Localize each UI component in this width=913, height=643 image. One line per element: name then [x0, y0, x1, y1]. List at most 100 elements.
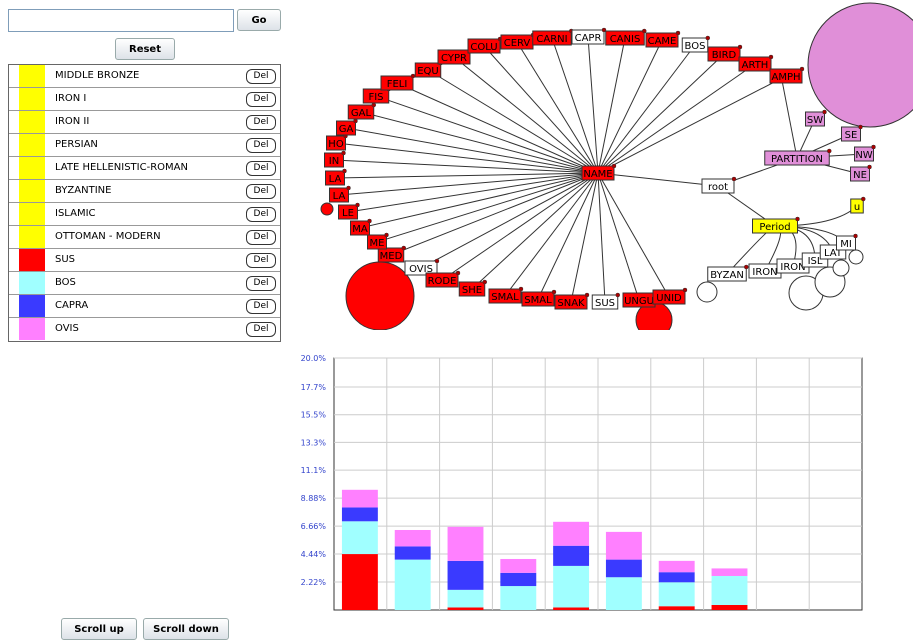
legend-swatch	[19, 295, 45, 317]
tree-node	[591, 294, 619, 310]
tree-node	[605, 30, 645, 46]
bar-segment	[394, 559, 431, 610]
reset-button[interactable]: Reset	[115, 38, 175, 60]
delete-button[interactable]: Del	[246, 322, 276, 337]
edge	[504, 172, 599, 297]
scroll-up-button[interactable]: Scroll up	[61, 618, 137, 640]
tree-node-label: ARTH	[742, 60, 769, 71]
node-handle	[799, 66, 805, 72]
bar-segment	[394, 529, 431, 547]
scroll-down-button[interactable]: Scroll down	[143, 618, 229, 640]
tree-node-label: UNGU	[624, 296, 654, 307]
tree-diagram: NAME root PARTITION SW SE NW NE Period u BYZAN IRO…	[320, 2, 913, 330]
tree-node	[414, 62, 442, 78]
bar-segment	[553, 545, 590, 566]
edge	[347, 172, 599, 213]
legend-swatch	[19, 88, 45, 110]
edge	[420, 172, 599, 269]
bar-segment	[711, 568, 748, 576]
delete-button[interactable]: Del	[246, 230, 276, 245]
bar-segment	[605, 531, 642, 560]
y-tick-label: 20.0%	[301, 354, 327, 363]
bar-segment	[500, 572, 537, 587]
tree-node	[338, 204, 358, 220]
node-handle	[367, 218, 372, 224]
edge	[453, 56, 599, 174]
tree-node	[707, 266, 747, 282]
tree-node	[701, 178, 735, 194]
node-handle	[795, 216, 800, 222]
tree-node-label: NE	[853, 170, 867, 181]
delete-button[interactable]: Del	[246, 115, 276, 130]
node-handle	[768, 54, 774, 60]
edge	[597, 75, 787, 174]
legend-label: IRON II	[55, 116, 90, 127]
tree-node-label: CARNI	[536, 34, 567, 45]
node-circle	[832, 259, 850, 277]
search-input[interactable]	[8, 9, 234, 32]
tree-node-label: SMAL	[524, 295, 552, 306]
tree-node	[404, 260, 438, 276]
delete-button[interactable]: Del	[246, 184, 276, 199]
delete-button[interactable]: Del	[246, 161, 276, 176]
tree-node	[362, 88, 390, 104]
tree-node-label: BIRD	[712, 50, 737, 61]
tree-node	[521, 291, 555, 307]
edge	[338, 172, 599, 196]
edge	[597, 39, 663, 174]
delete-button[interactable]: Del	[246, 138, 276, 153]
tree-node-label: BYZAN	[710, 270, 744, 281]
edge	[471, 172, 599, 290]
node-handle	[355, 202, 360, 208]
node-handle	[822, 109, 827, 115]
tree-node-label: SUS	[595, 298, 615, 309]
node-circle	[345, 261, 415, 330]
edge	[551, 37, 599, 174]
tree-node-label: CYPR	[441, 53, 467, 64]
tree-node	[645, 32, 679, 48]
tree-node	[336, 120, 356, 136]
tree-node	[769, 68, 803, 84]
delete-button[interactable]: Del	[246, 69, 276, 84]
node-handle	[744, 264, 749, 270]
node-circle	[320, 202, 334, 216]
legend-row: OVIS Del	[9, 318, 280, 341]
node-handle	[611, 163, 617, 169]
node-handle	[410, 73, 416, 79]
legend-swatch	[19, 180, 45, 202]
edge	[597, 172, 640, 301]
edge	[779, 69, 798, 159]
node-handle	[705, 35, 710, 41]
tree-node-label: CERV	[504, 38, 531, 49]
node-handle	[341, 150, 346, 156]
delete-button[interactable]: Del	[246, 207, 276, 222]
legend-row: BYZANTINE Del	[9, 180, 280, 203]
bar-segment	[500, 586, 537, 610]
edge	[597, 37, 626, 174]
legend-label: ISLAMIC	[55, 208, 96, 219]
node-handle	[827, 148, 832, 154]
legend-swatch	[19, 318, 45, 340]
tree-node	[854, 146, 874, 162]
tree-node-label: LE	[342, 208, 354, 219]
edge	[375, 95, 599, 174]
bar-segment	[447, 560, 484, 590]
legend-label: PERSIAN	[55, 139, 98, 150]
delete-button[interactable]: Del	[246, 92, 276, 107]
tree-node	[437, 49, 471, 65]
tree-node	[850, 166, 870, 182]
bar-segment	[711, 575, 748, 605]
edge	[597, 53, 725, 174]
delete-button[interactable]: Del	[246, 253, 276, 268]
tree-node	[347, 104, 375, 120]
bar-segment	[658, 560, 695, 573]
tree-node	[350, 220, 370, 236]
node-handle	[675, 30, 681, 36]
tree-node-label: LA	[333, 191, 346, 202]
delete-button[interactable]: Del	[246, 276, 276, 291]
bar-segment	[658, 572, 695, 583]
tree-node	[325, 170, 345, 186]
go-button[interactable]: Go	[237, 9, 281, 31]
bar-segment	[605, 577, 642, 610]
delete-button[interactable]: Del	[246, 299, 276, 314]
